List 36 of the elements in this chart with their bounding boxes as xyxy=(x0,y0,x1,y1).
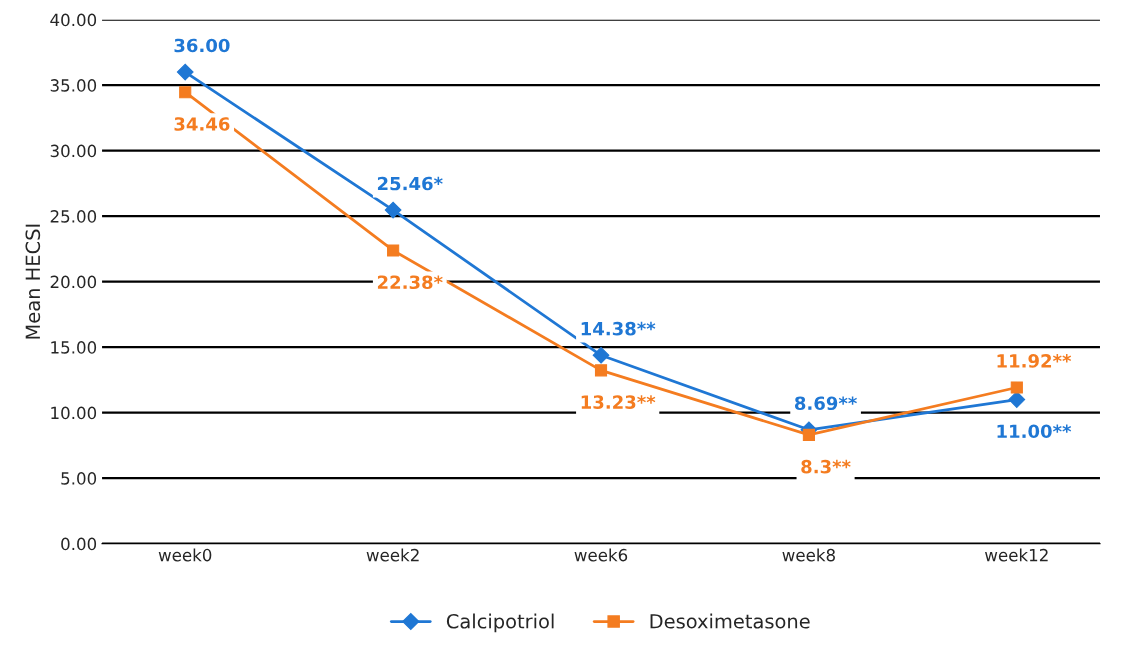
y-tick-label: 25.00 xyxy=(50,210,97,223)
point xyxy=(387,244,400,257)
y-tick-label: 15.00 xyxy=(51,341,97,354)
data-label: 25.46* xyxy=(377,176,443,191)
x-tick-label: week2 xyxy=(366,548,419,562)
data-label: 8.69** xyxy=(794,396,857,411)
point xyxy=(179,86,192,99)
point xyxy=(176,63,194,81)
x-tick-label: week12 xyxy=(985,548,1048,562)
y-tick-label: 10.00 xyxy=(51,406,97,420)
point xyxy=(594,364,608,377)
y-tick-label: 0.00 xyxy=(61,537,97,551)
point xyxy=(802,428,815,441)
data-label: 36.00 xyxy=(174,38,230,53)
x-tick-label: week6 xyxy=(574,548,628,562)
y-tick-label: 35.00 xyxy=(50,79,97,92)
x-tick-label: week0 xyxy=(158,548,212,562)
point xyxy=(592,346,610,364)
data-label: 13.23** xyxy=(581,395,656,409)
point xyxy=(1010,381,1023,394)
point xyxy=(1008,391,1026,408)
y-tick-label: 20.00 xyxy=(50,275,97,289)
data-label: 22.38* xyxy=(377,275,443,290)
y-tick-label: 30.00 xyxy=(50,144,97,158)
legend-label: Desoximetasone xyxy=(650,613,810,629)
point xyxy=(384,201,402,219)
data-label: 34.46 xyxy=(174,117,230,131)
data-label: 11.00** xyxy=(997,424,1072,439)
y-tick-label: 40.00 xyxy=(50,13,97,27)
y-tick-label: 5.00 xyxy=(61,472,97,485)
y-axis-title: Mean HECSI xyxy=(25,224,41,339)
data-label: 8.3** xyxy=(801,459,851,474)
x-tick-label: week8 xyxy=(782,548,835,562)
data-label: 14.38** xyxy=(581,321,656,336)
legend-label: Calcipotriol xyxy=(446,613,554,633)
data-label: 11.92** xyxy=(997,354,1072,368)
